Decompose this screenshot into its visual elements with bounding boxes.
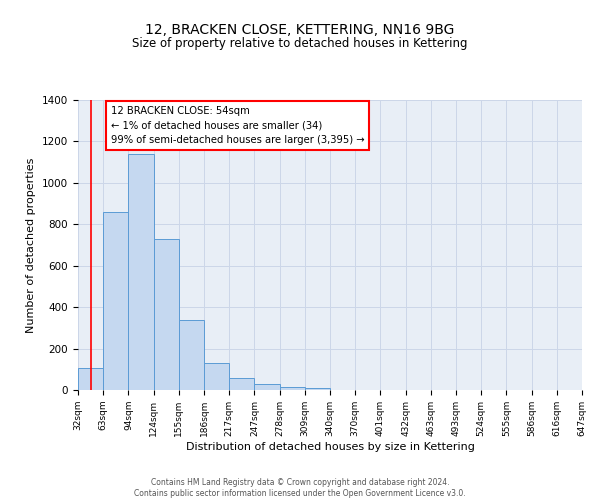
Text: Contains HM Land Registry data © Crown copyright and database right 2024.
Contai: Contains HM Land Registry data © Crown c…	[134, 478, 466, 498]
Bar	[103, 212, 128, 390]
Bar	[280, 387, 305, 390]
Bar	[78, 368, 103, 390]
Text: 12, BRACKEN CLOSE, KETTERING, NN16 9BG: 12, BRACKEN CLOSE, KETTERING, NN16 9BG	[145, 22, 455, 36]
Bar	[229, 378, 254, 390]
Bar	[128, 154, 154, 390]
Text: 12 BRACKEN CLOSE: 54sqm
← 1% of detached houses are smaller (34)
99% of semi-det: 12 BRACKEN CLOSE: 54sqm ← 1% of detached…	[111, 106, 364, 146]
X-axis label: Distribution of detached houses by size in Kettering: Distribution of detached houses by size …	[185, 442, 475, 452]
Text: Size of property relative to detached houses in Kettering: Size of property relative to detached ho…	[132, 38, 468, 51]
Bar	[305, 388, 330, 390]
Bar	[204, 363, 229, 390]
Bar	[154, 239, 179, 390]
Bar	[254, 384, 280, 390]
Bar	[179, 320, 204, 390]
Y-axis label: Number of detached properties: Number of detached properties	[26, 158, 37, 332]
